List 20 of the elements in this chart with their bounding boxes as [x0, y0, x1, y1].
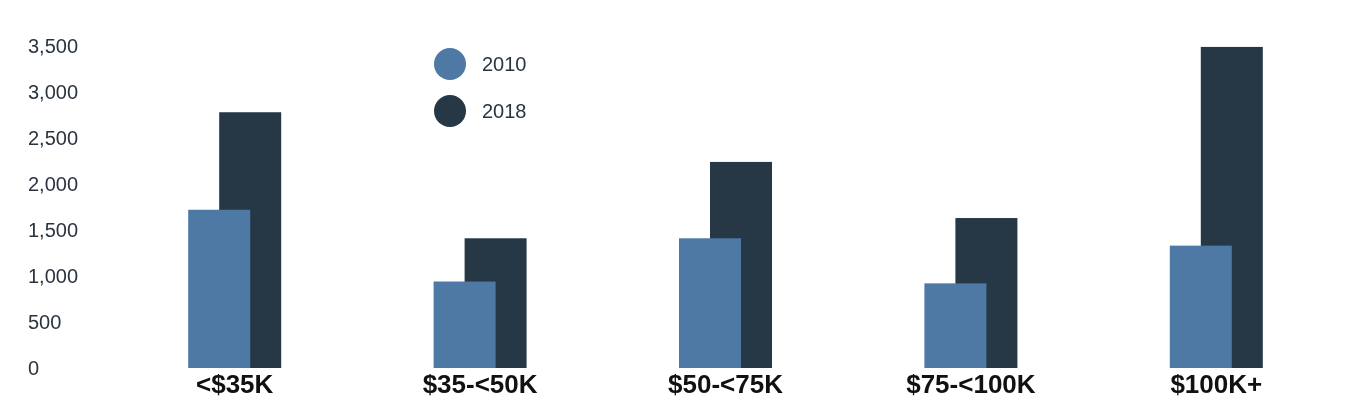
bar: [188, 209, 251, 368]
y-tick-label: 2,500: [28, 127, 79, 149]
bar: [433, 281, 496, 368]
x-tick-label: $75-<100K: [906, 369, 1036, 399]
bar: [1169, 245, 1232, 368]
legend-label: 2010: [482, 53, 527, 75]
y-tick-label: 1,000: [28, 265, 79, 287]
y-tick-label: 3,000: [28, 81, 79, 103]
y-tick-label: 0: [28, 357, 40, 379]
bar: [679, 238, 741, 368]
legend-label: 2018: [482, 100, 527, 122]
x-tick-label: $50-<75K: [668, 369, 784, 399]
bar: [924, 283, 987, 368]
x-tick-label: $35-<50K: [422, 369, 538, 399]
y-tick-label: 500: [28, 311, 62, 333]
x-tick-label: $100K+: [1170, 369, 1263, 399]
x-tick-label: <$35K: [196, 369, 274, 399]
y-tick-label: 2,000: [28, 173, 79, 195]
y-tick-label: 1,500: [28, 219, 79, 241]
y-tick-label: 3,500: [28, 35, 79, 57]
